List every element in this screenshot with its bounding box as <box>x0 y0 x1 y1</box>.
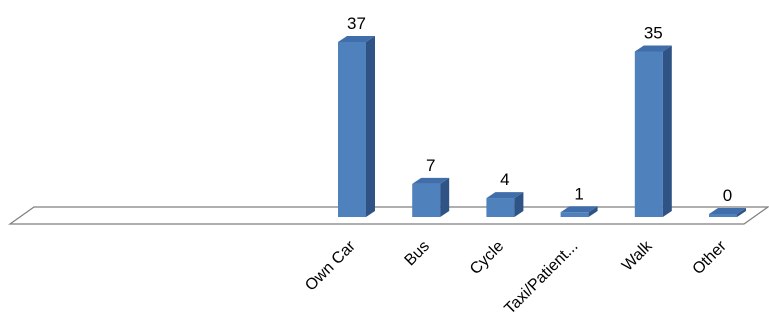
bar-side-face <box>440 177 450 217</box>
bar-side-face <box>662 45 672 218</box>
bar-top-face <box>560 206 598 213</box>
bar-other <box>709 208 746 217</box>
bar-front-face <box>634 51 663 218</box>
bar-front-face <box>412 183 441 217</box>
bar-cycle <box>486 192 524 217</box>
bar-front-face <box>560 212 589 217</box>
bar-taxi-patient <box>560 206 598 217</box>
data-label: 37 <box>347 14 366 33</box>
bar-front-face <box>709 214 737 217</box>
bar-side-face <box>366 36 375 217</box>
bar-side-face <box>737 208 746 217</box>
bar-side-face <box>514 192 524 217</box>
tick-label: Bus <box>402 238 434 270</box>
data-label: 7 <box>426 156 435 175</box>
bar-own-car <box>338 36 375 217</box>
tick-label: Cycle <box>467 238 507 278</box>
data-label: 0 <box>723 186 732 205</box>
bar-top-face <box>634 45 672 52</box>
bar-top-face <box>412 177 450 184</box>
tick-label: Taxi/Patient... <box>501 238 581 318</box>
bar-walk <box>634 45 672 218</box>
bar-bus <box>412 177 450 217</box>
bar-top-face <box>486 192 524 199</box>
data-labels: 37 7 4 1 35 0 <box>347 14 732 205</box>
data-label: 4 <box>500 170 509 189</box>
bar-top-face <box>338 36 375 42</box>
tick-label: Other <box>690 237 731 278</box>
bar-front-face <box>486 198 515 217</box>
chart-bars <box>338 36 746 218</box>
bar-top-face <box>709 208 746 214</box>
data-label: 1 <box>574 184 583 203</box>
tick-label: Own Car <box>302 237 359 294</box>
bar-front-face <box>338 42 366 217</box>
data-label: 35 <box>644 23 663 42</box>
tick-label: Walk <box>619 237 656 274</box>
bar-side-face <box>588 206 598 217</box>
